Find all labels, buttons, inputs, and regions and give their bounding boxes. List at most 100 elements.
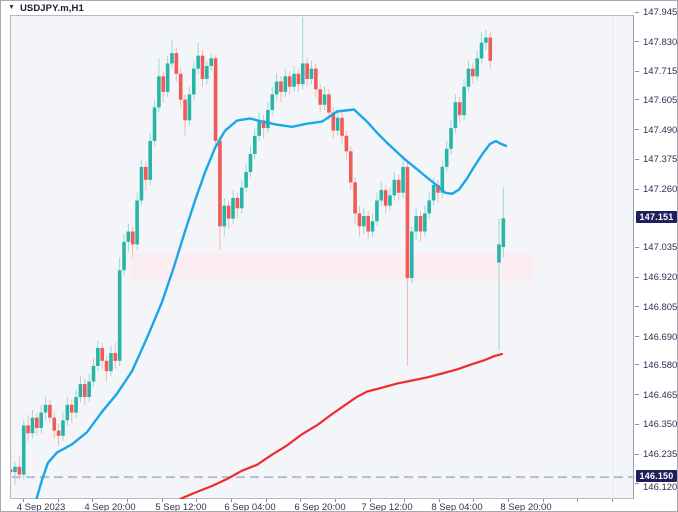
candle-body	[388, 195, 392, 206]
price-tick-label: 146.580	[643, 359, 678, 371]
highlight-zone	[130, 253, 534, 282]
time-tick-label: 6 Sep 04:00	[224, 502, 276, 512]
candle-body	[87, 381, 91, 398]
candle-body	[126, 231, 131, 242]
candle-body	[78, 384, 83, 398]
symbol-dropdown-icon[interactable]: ▼	[8, 3, 15, 11]
candle-body	[157, 76, 161, 108]
candle-body	[122, 241, 126, 271]
candle-body	[30, 417, 35, 434]
price-tick-mark	[635, 129, 639, 131]
candle-body	[161, 76, 166, 92]
candle-body	[497, 244, 501, 263]
chart-title-bar: ▼ USDJPY.m,H1	[8, 2, 84, 14]
candle-body	[261, 120, 266, 129]
price-tick-mark	[635, 336, 639, 338]
candle-body	[296, 73, 301, 85]
candle-body	[43, 404, 48, 413]
candle-body	[300, 63, 305, 85]
candle-body	[17, 466, 22, 475]
time-tick-mark	[161, 499, 163, 502]
time-tick-mark	[300, 499, 302, 502]
candle-body	[462, 86, 466, 116]
price-tick-mark	[635, 306, 639, 308]
candle-body	[449, 128, 453, 149]
price-axis[interactable]: 147.945 147.830 147.715 147.605 147.490 147.3…	[635, 7, 678, 499]
candle-body	[96, 347, 100, 366]
candle-body	[74, 397, 78, 413]
time-tick-mark	[334, 499, 336, 502]
price-tick-mark	[635, 394, 639, 396]
candle-body	[82, 384, 87, 398]
price-tick-label: 147.035	[643, 242, 678, 254]
candle-body	[318, 89, 323, 105]
time-tick-mark	[508, 499, 510, 502]
candle-body	[148, 141, 152, 180]
candle-body	[348, 151, 353, 183]
slow-ma-line[interactable]	[170, 353, 504, 500]
candle-body	[117, 270, 122, 361]
price-tick-label: 147.375	[643, 154, 678, 166]
price-tick-label: 146.805	[643, 301, 678, 313]
symbol-timeframe-label: USDJPY.m,H1	[19, 2, 84, 14]
candle-body	[52, 417, 57, 431]
fast-ma-line[interactable]	[34, 108, 508, 501]
candle-body	[235, 197, 240, 209]
time-tick-mark	[126, 499, 128, 502]
time-axis[interactable]: 4 Sep 2023 4 Sep 20:00 5 Sep 12:00 6 Sep 04…	[10, 499, 634, 512]
candle-body	[396, 179, 401, 193]
candle-body	[418, 216, 423, 232]
candle-body	[274, 81, 279, 95]
price-tick-label: 146.465	[643, 389, 678, 401]
candle-body	[484, 37, 488, 43]
time-tick-mark	[196, 499, 198, 502]
candle-body	[292, 73, 296, 87]
candle-body	[414, 216, 418, 232]
candle-body	[475, 58, 479, 77]
price-tick-label: 147.715	[643, 66, 678, 78]
time-tick-mark	[230, 499, 232, 502]
candle-body	[187, 94, 192, 121]
price-tick-mark	[635, 364, 639, 366]
price-tick-label: 146.120	[643, 481, 678, 493]
price-tick-mark	[635, 188, 639, 190]
candle-body	[379, 190, 384, 201]
price-tick-label: 146.235	[643, 449, 678, 461]
candle-body	[331, 112, 336, 131]
chart-plot-area[interactable]	[10, 15, 635, 500]
time-tick-mark	[577, 499, 579, 502]
candle-body	[383, 190, 388, 206]
candle-body	[488, 37, 493, 61]
price-tick-mark	[635, 246, 639, 248]
candle-body	[423, 213, 427, 232]
candle-body	[266, 109, 270, 129]
time-tick-label: 7 Sep 12:00	[361, 502, 413, 512]
candle-body	[457, 102, 462, 116]
candle-body	[91, 365, 96, 382]
candle-body	[170, 53, 174, 64]
candle-body	[253, 135, 257, 154]
candle-body	[305, 63, 309, 79]
time-tick-label: 6 Sep 20:00	[294, 502, 346, 512]
price-tick-mark	[635, 276, 639, 278]
candle-body	[409, 231, 414, 279]
time-tick-mark	[57, 499, 59, 502]
candle-body	[56, 430, 61, 436]
time-tick-label: 8 Sep 20:00	[500, 502, 552, 512]
candle-body	[113, 353, 118, 361]
time-tick-label: 8 Sep 04:00	[431, 502, 483, 512]
candle-body	[130, 231, 135, 245]
candle-body	[453, 102, 458, 129]
candlestick-canvas[interactable]	[11, 16, 635, 500]
time-tick-mark	[404, 499, 406, 502]
candle-body	[257, 120, 261, 136]
price-tick-label: 147.605	[643, 94, 678, 106]
time-tick-mark	[542, 499, 544, 502]
price-tick-mark	[635, 158, 639, 160]
candle-body	[26, 425, 30, 434]
candle-body	[401, 166, 405, 193]
candle-body	[314, 68, 318, 90]
candle-body	[340, 117, 344, 136]
candle-body	[283, 76, 288, 92]
price-tick-label: 147.260	[643, 184, 678, 196]
